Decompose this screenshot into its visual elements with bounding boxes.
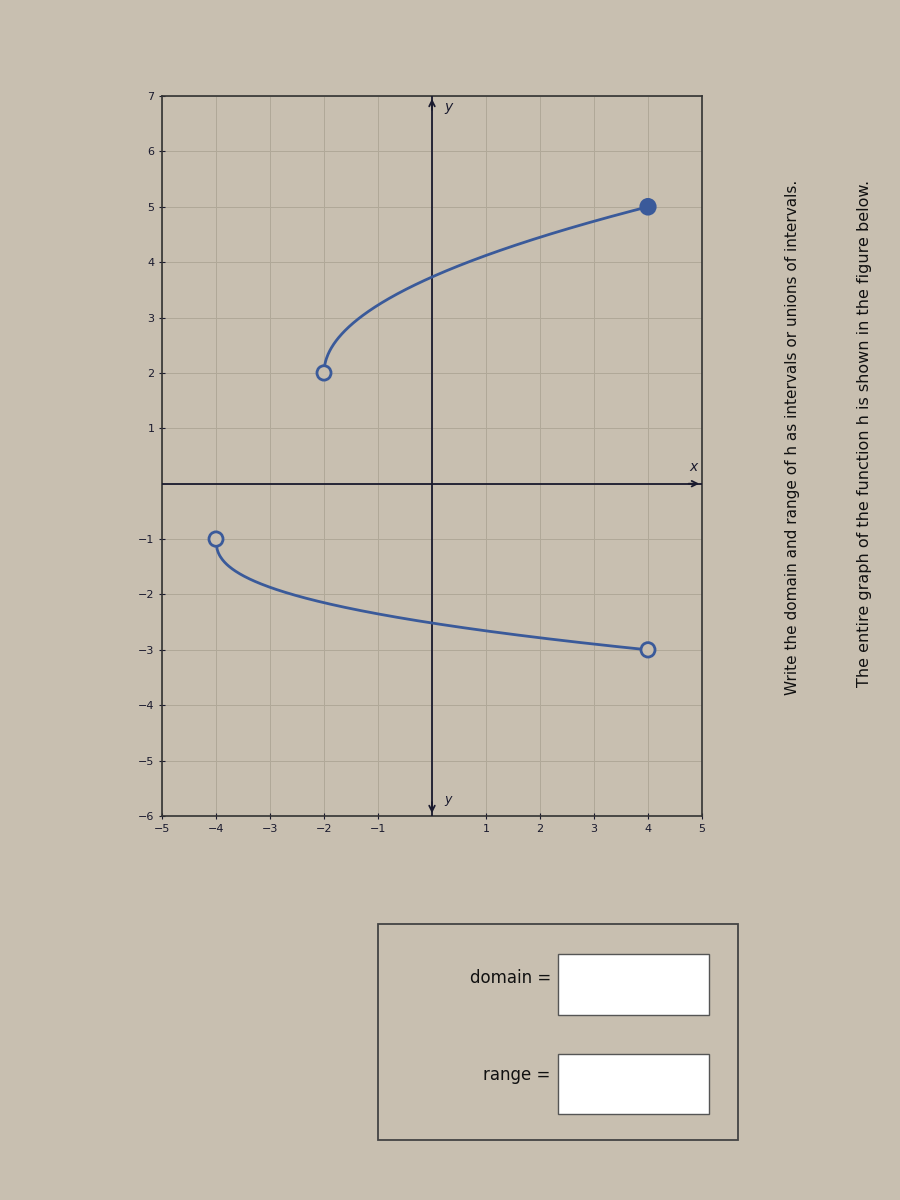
Text: domain =: domain = <box>470 970 551 986</box>
Circle shape <box>317 366 331 380</box>
Text: range =: range = <box>483 1066 551 1085</box>
Text: Write the domain and range of h as intervals or unions of intervals.: Write the domain and range of h as inter… <box>785 180 799 695</box>
Circle shape <box>641 199 655 215</box>
Circle shape <box>209 532 223 546</box>
Bar <box>558 1054 709 1114</box>
Text: y: y <box>445 793 452 806</box>
Bar <box>558 954 709 1015</box>
Circle shape <box>641 643 655 658</box>
Text: The entire graph of the function h is shown in the figure below.: The entire graph of the function h is sh… <box>857 180 871 688</box>
Text: y: y <box>444 100 453 114</box>
Text: x: x <box>689 460 698 474</box>
